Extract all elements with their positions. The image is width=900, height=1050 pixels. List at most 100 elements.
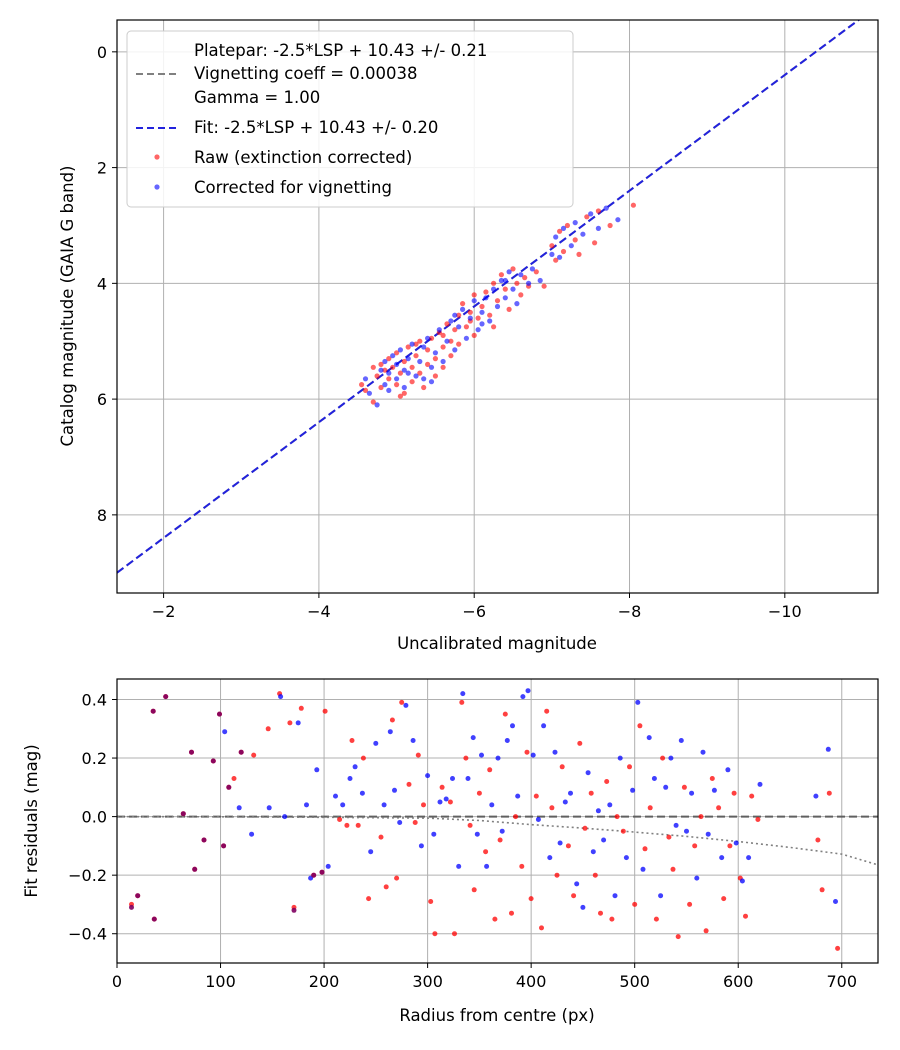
raw-extinction-corrected-point: [413, 353, 419, 359]
corrected-for-vignetting-point: [366, 390, 372, 396]
corrected-for-vignetting-point: [450, 776, 455, 781]
corrected-for-vignetting-point: [421, 376, 427, 382]
corrected-for-vignetting-point: [678, 738, 684, 743]
corrected-for-vignetting-point: [630, 787, 636, 793]
x-tick-label: −6: [462, 602, 486, 621]
raw-extinction-corrected-point: [653, 916, 659, 922]
raw-extinction-corrected-point: [298, 705, 304, 711]
corrected-for-vignetting-point: [739, 878, 745, 884]
corrected-for-vignetting-point: [552, 749, 558, 755]
corrected-for-vignetting-point: [479, 309, 485, 315]
raw-extinction-corrected-point: [632, 901, 638, 907]
raw-extinction-corrected-point: [440, 364, 446, 370]
y-tick-label: 2: [97, 159, 107, 178]
raw-extinction-corrected-point: [355, 822, 361, 828]
corrected-for-vignetting-point: [646, 735, 652, 741]
raw-extinction-corrected-point: [582, 825, 588, 831]
raw-extinction-corrected-point: [731, 790, 737, 796]
corrected-for-vignetting-point: [601, 837, 607, 843]
raw-extinction-corrected-point: [463, 755, 469, 761]
raw-extinction-corrected-point: [397, 370, 403, 376]
legend-fit-text: Fit: -2.5*LSP + 10.43 +/- 0.20: [194, 118, 438, 137]
raw-extinction-corrected-point: [322, 708, 328, 714]
raw-extinction-corrected-point: [417, 370, 423, 376]
raw-extinction-corrected-point: [463, 324, 469, 330]
raw-extinction-corrected-point: [432, 931, 438, 937]
raw-extinction-corrected-point: [565, 843, 571, 849]
corrected-for-vignetting-point: [325, 863, 331, 869]
x-tick-label: 100: [205, 972, 236, 991]
corrected-for-vignetting-point: [711, 787, 717, 793]
raw-extinction-corrected-point: [251, 752, 257, 758]
corrected-for-vignetting-point: [437, 799, 443, 805]
raw-extinction-corrected-point: [428, 899, 434, 904]
corrected-for-vignetting-point: [460, 306, 466, 312]
raw-extinction-corrected-point: [386, 376, 392, 382]
corrected-for-vignetting-point: [580, 231, 586, 237]
raw-extinction-corrected-point: [571, 893, 577, 899]
overlap-point: [226, 784, 232, 790]
raw-extinction-corrected-point: [506, 306, 512, 312]
raw-extinction-corrected-point: [359, 382, 365, 388]
corrected-for-vignetting-point: [443, 796, 449, 802]
corrected-for-vignetting-point: [547, 855, 553, 861]
raw-extinction-corrected-point: [440, 332, 446, 338]
overlap-point: [210, 758, 216, 764]
raw-extinction-corrected-point: [498, 272, 504, 278]
corrected-for-vignetting-point: [222, 729, 228, 735]
corrected-for-vignetting-point: [314, 767, 320, 773]
corrected-for-vignetting-point: [436, 327, 442, 333]
corrected-for-vignetting-point: [518, 272, 524, 278]
raw-extinction-corrected-point: [620, 828, 626, 834]
raw-extinction-corrected-point: [444, 321, 450, 327]
raw-extinction-corrected-point: [553, 257, 559, 263]
raw-extinction-corrected-point: [471, 887, 477, 893]
raw-extinction-corrected-point: [533, 269, 539, 275]
raw-extinction-corrected-point: [487, 767, 493, 773]
raw-extinction-corrected-point: [406, 781, 412, 787]
raw-extinction-corrected-point: [231, 776, 237, 781]
corrected-for-vignetting-point: [381, 802, 387, 808]
raw-extinction-corrected-point: [386, 356, 392, 362]
raw-extinction-corrected-point: [421, 384, 427, 391]
corrected-for-vignetting-point: [590, 849, 596, 855]
x-tick-label: 0: [112, 972, 122, 991]
raw-extinction-corrected-point: [378, 384, 384, 391]
raw-extinction-corrected-point: [549, 243, 555, 249]
corrected-for-vignetting-point: [421, 344, 427, 350]
raw-extinction-corrected-point: [819, 887, 825, 893]
corrected-for-vignetting-point: [467, 315, 473, 321]
overlap-point: [238, 749, 244, 755]
corrected-for-vignetting-point: [705, 831, 711, 837]
raw-extinction-corrected-point: [401, 390, 407, 396]
calibration-points: [359, 202, 637, 408]
raw-extinction-corrected-point: [533, 793, 539, 799]
raw-extinction-corrected-point: [452, 931, 457, 937]
raw-extinction-corrected-point: [519, 863, 525, 869]
raw-extinction-corrected-point: [399, 699, 405, 705]
raw-extinction-corrected-point: [675, 934, 681, 940]
raw-extinction-corrected-point: [370, 399, 376, 405]
corrected-for-vignetting-point: [541, 723, 547, 729]
raw-extinction-corrected-point: [522, 275, 528, 281]
raw-extinction-corrected-point: [370, 364, 376, 370]
corrected-for-vignetting-point: [651, 776, 657, 781]
raw-extinction-corrected-point: [577, 740, 583, 746]
overlap-point: [291, 907, 297, 913]
corrected-for-vignetting-point: [352, 764, 358, 770]
corrected-for-vignetting-point: [347, 776, 353, 781]
corrected-for-vignetting-point: [382, 382, 388, 388]
corrected-for-vignetting-point: [460, 691, 466, 697]
overlap-point: [192, 866, 198, 872]
corrected-for-vignetting-point: [574, 881, 580, 887]
raw-extinction-corrected-point: [337, 817, 343, 822]
corrected-for-vignetting-point: [719, 855, 725, 861]
raw-extinction-corrected-point: [584, 214, 590, 220]
raw-extinction-corrected-point: [439, 784, 445, 790]
overlap-point: [311, 872, 317, 878]
corrected-for-vignetting-point: [362, 376, 369, 382]
raw-extinction-corrected-point: [642, 846, 648, 852]
raw-extinction-corrected-point: [475, 315, 481, 321]
corrected-for-vignetting-point: [658, 893, 664, 899]
